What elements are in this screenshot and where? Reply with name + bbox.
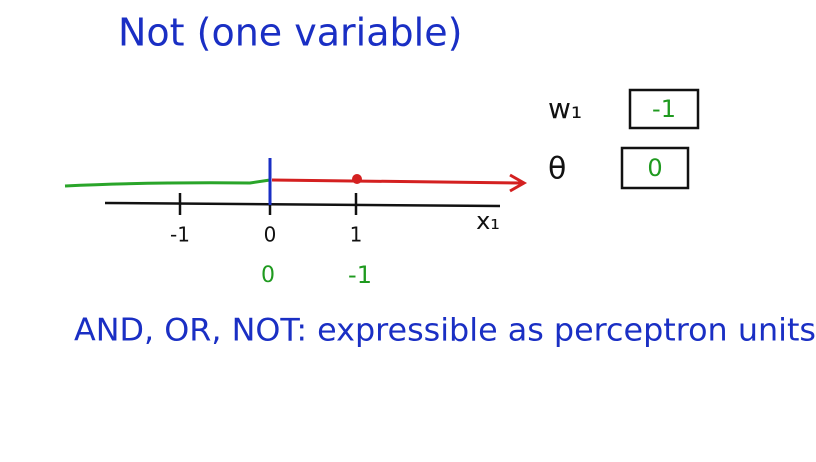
- tick-label: 1: [350, 223, 363, 247]
- green-region: [64, 178, 271, 188]
- theta-box: [620, 146, 690, 190]
- weight-value: -1: [652, 95, 676, 123]
- red-region: [271, 178, 523, 185]
- title: Not (one variable): [118, 11, 462, 55]
- theta-label: θ: [548, 152, 566, 187]
- arrowhead: [509, 173, 528, 193]
- statement: AND, OR, NOT: expressible as perceptron …: [74, 313, 816, 349]
- theta-value: 0: [647, 154, 662, 182]
- axis-label: x₁: [476, 207, 500, 235]
- output: 0: [261, 263, 275, 288]
- x-axis: [104, 201, 501, 208]
- weight-label: w₁: [548, 92, 582, 125]
- point: [352, 174, 362, 184]
- tick-label: 0: [264, 223, 277, 247]
- weight-box: [628, 88, 700, 130]
- output: -1: [348, 261, 372, 289]
- tick-label: -1: [170, 223, 190, 247]
